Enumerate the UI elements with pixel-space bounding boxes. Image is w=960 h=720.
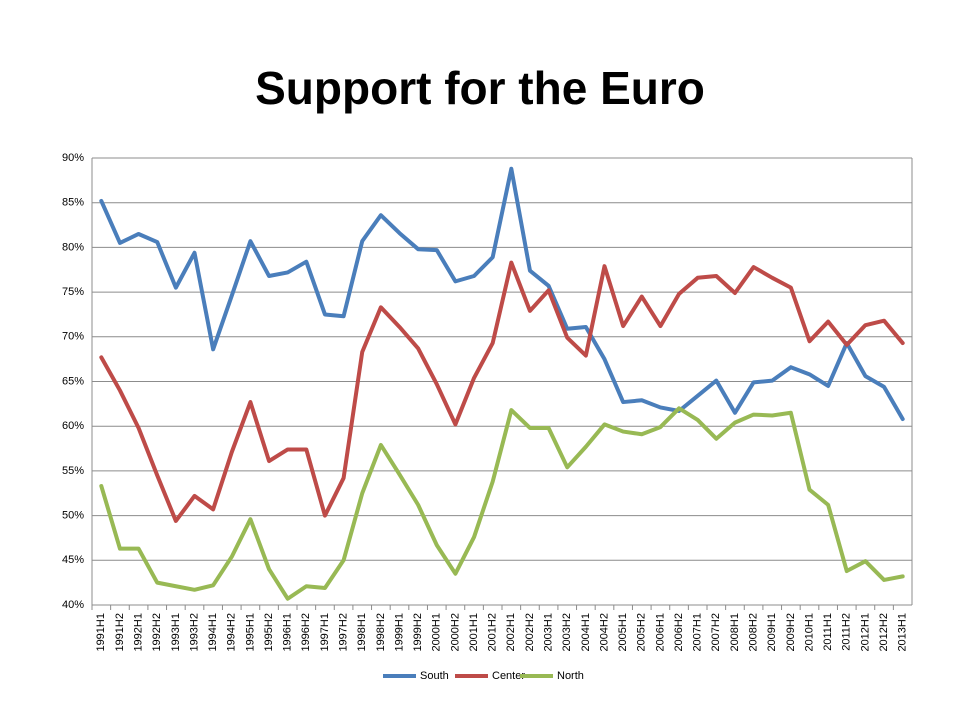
- x-tick-label: 2012H2: [878, 613, 890, 652]
- y-tick-label: 45%: [62, 554, 84, 566]
- x-tick-label: 2005H2: [636, 613, 648, 652]
- y-tick-label: 40%: [62, 599, 84, 611]
- x-tick-label: 1993H2: [188, 613, 200, 652]
- x-tick-label: 2004H1: [580, 613, 592, 652]
- x-tick-label: 1994H2: [226, 613, 238, 652]
- y-tick-label: 75%: [62, 286, 84, 298]
- x-tick-label: 1995H2: [263, 613, 275, 652]
- x-tick-label: 2003H1: [542, 613, 554, 652]
- series-line: [99, 406, 905, 601]
- x-tick-label: 2011H2: [841, 613, 853, 651]
- x-tick-label: 2009H1: [766, 613, 778, 652]
- x-tick-label: 1992H2: [151, 613, 163, 652]
- x-tick-label: 1991H2: [114, 613, 126, 652]
- x-tick-label: 1996H1: [282, 613, 294, 652]
- y-tick-label: 70%: [62, 331, 84, 343]
- x-tick-label: 1992H1: [132, 613, 144, 652]
- x-tick-label: 2003H2: [561, 613, 573, 652]
- y-tick-label: 55%: [62, 465, 84, 477]
- series-line: [99, 166, 905, 422]
- x-tick-label: 2008H1: [729, 613, 741, 652]
- x-tick-label: 1995H1: [244, 613, 256, 652]
- x-tick-label: 1998H2: [375, 613, 387, 652]
- x-tick-label: 2011H1: [822, 613, 834, 651]
- x-tick-label: 2001H1: [468, 613, 480, 652]
- legend-label: North: [557, 670, 584, 682]
- chart-title: Support for the Euro: [255, 62, 705, 114]
- x-tick-label: 1994H1: [207, 613, 219, 652]
- y-tick-label: 60%: [62, 420, 84, 432]
- x-tick-label: 2007H2: [710, 613, 722, 652]
- x-tick-label: 1999H1: [393, 613, 405, 652]
- legend-label: Center: [492, 670, 525, 682]
- x-tick-label: 2010H1: [803, 613, 815, 652]
- x-tick-label: 2006H1: [654, 613, 666, 652]
- x-tick-label: 2013H1: [897, 613, 909, 652]
- y-tick-label: 65%: [62, 375, 84, 387]
- x-tick-label: 1997H1: [319, 613, 331, 652]
- y-tick-label: 85%: [62, 197, 84, 209]
- x-tick-label: 1993H1: [170, 613, 182, 652]
- y-tick-label: 50%: [62, 510, 84, 522]
- x-tick-label: 2007H1: [692, 613, 704, 652]
- x-tick-label: 1996H2: [300, 613, 312, 652]
- x-tick-label: 2004H2: [598, 613, 610, 652]
- y-tick-label: 80%: [62, 241, 84, 253]
- x-tick-label: 1997H2: [337, 613, 349, 652]
- x-tick-label: 2008H2: [747, 613, 759, 652]
- y-tick-label: 90%: [62, 152, 84, 164]
- x-tick-label: 2005H1: [617, 613, 629, 652]
- x-tick-label: 1998H1: [356, 613, 368, 652]
- x-tick-label: 2002H2: [524, 613, 536, 652]
- x-tick-label: 2009H2: [785, 613, 797, 652]
- x-tick-label: 1991H1: [95, 613, 107, 652]
- x-tick-label: 2012H1: [859, 613, 871, 652]
- x-tick-label: 2000H2: [449, 613, 461, 652]
- x-tick-label: 2006H2: [673, 613, 685, 652]
- x-tick-label: 1999H2: [412, 613, 424, 652]
- x-tick-label: 2001H2: [487, 613, 499, 652]
- x-tick-label: 2002H1: [505, 613, 517, 652]
- x-tick-label: 2000H1: [431, 613, 443, 652]
- series-line: [99, 260, 905, 523]
- legend-label: South: [420, 670, 449, 682]
